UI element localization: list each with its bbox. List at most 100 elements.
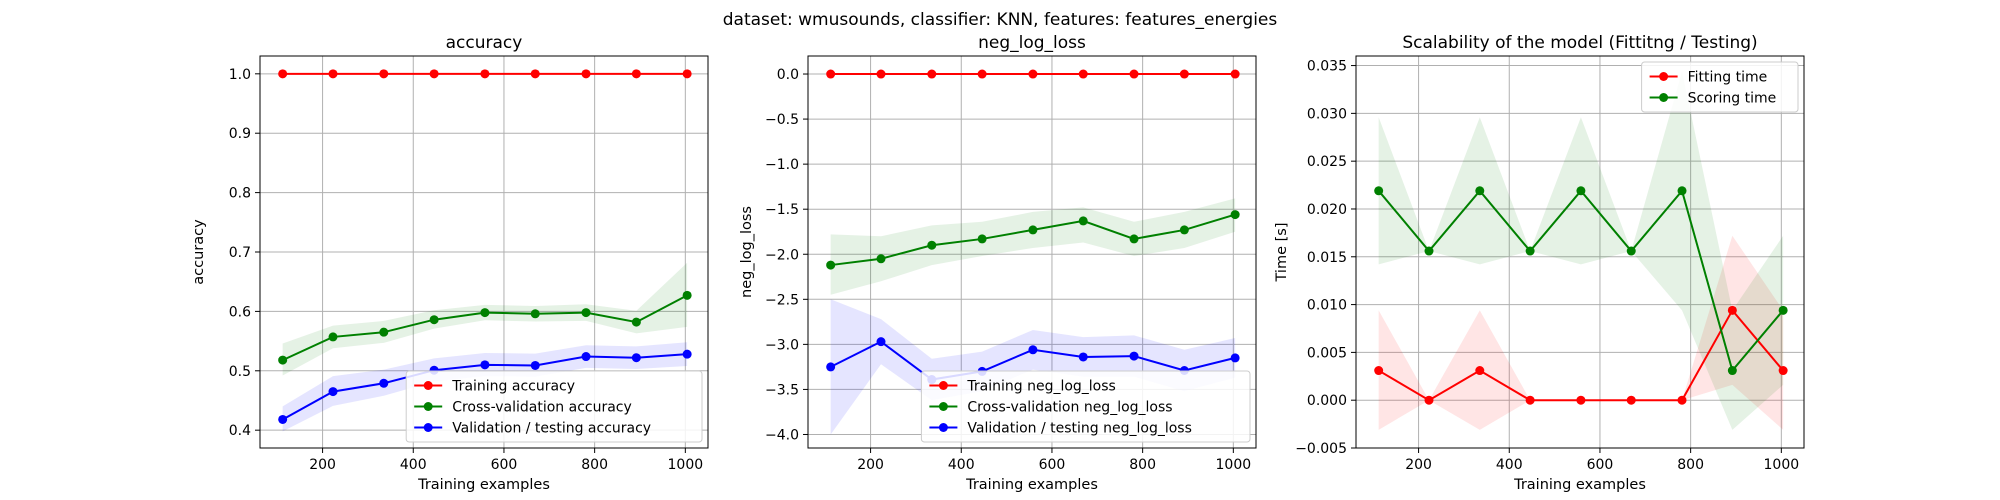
x-axis-label: Training examples: [417, 477, 550, 493]
series-3-point: [876, 337, 886, 347]
series-2-point: [826, 260, 836, 270]
x-tick-label: 400: [948, 457, 975, 473]
series-1-point: [1179, 69, 1189, 79]
y-axis-label: neg_log_loss: [739, 206, 755, 298]
y-tick-label: 0.025: [1307, 154, 1347, 170]
y-tick-label: 0.030: [1307, 106, 1347, 122]
y-tick-label: 0.010: [1307, 298, 1347, 314]
series-2-point: [328, 332, 338, 342]
series-2-point: [1179, 225, 1189, 235]
x-tick-label: 1000: [668, 457, 704, 473]
series-3-point: [530, 360, 540, 370]
x-tick-label: 800: [581, 457, 608, 473]
series-2-point: [1129, 234, 1139, 244]
series-1-point: [1078, 69, 1088, 79]
series-1-point: [1129, 69, 1139, 79]
series-2-point: [278, 355, 288, 365]
series-2-point: [977, 234, 987, 244]
series-1-point: [429, 69, 439, 79]
x-tick-label: 800: [1129, 457, 1156, 473]
x-tick-label: 400: [1496, 457, 1523, 473]
series-3-point: [480, 360, 490, 370]
legend-swatch-marker: [938, 402, 948, 411]
legend: Fitting time Scoring time: [1641, 61, 1799, 113]
series-1-point: [530, 69, 540, 79]
series-2-point: [1778, 305, 1788, 315]
series-2-point: [1727, 366, 1737, 376]
series-3-band: [282, 342, 688, 432]
y-tick-label: −3.5: [765, 382, 799, 398]
series-2-point: [1576, 186, 1586, 196]
series-2-band: [282, 262, 688, 376]
series-2-point: [379, 327, 389, 337]
legend-box: [1641, 61, 1799, 113]
legend-swatch-marker: [423, 381, 433, 390]
legend-swatch-marker: [1659, 72, 1669, 81]
x-tick-label: 600: [1039, 457, 1066, 473]
series-2-point: [1374, 186, 1384, 196]
y-tick-label: 0.8: [229, 186, 251, 202]
series-2-point: [1230, 210, 1240, 220]
series-3-point: [581, 352, 591, 362]
y-tick-label: −4.0: [765, 427, 799, 443]
series-1-point: [1374, 366, 1384, 376]
series-3-band: [830, 299, 1236, 435]
figure-suptitle: dataset: wmusounds, classifier: KNN, fea…: [723, 10, 1278, 30]
legend-swatch-marker: [423, 402, 433, 411]
legend: Training neg_log_loss Cross-validation ne…: [920, 370, 1251, 443]
series-1-point: [927, 69, 937, 79]
x-tick-label: 200: [857, 457, 884, 473]
chart-panel-2: 200 400 600 800 1000 −4.0 −3.5 −3.0 −2.5 −2.0 −1.5…: [739, 33, 1257, 493]
series-1-point: [278, 69, 288, 79]
series-3-point: [682, 349, 692, 359]
x-tick-label: 200: [309, 457, 336, 473]
legend-swatch-marker: [938, 423, 948, 432]
series-2-point: [1424, 246, 1434, 256]
y-tick-label: −3.0: [765, 337, 799, 353]
x-tick-label: 1000: [1216, 457, 1252, 473]
series-2-point: [530, 309, 540, 319]
series-1-point: [631, 69, 641, 79]
chart-title: accuracy: [446, 33, 523, 53]
legend-entry: Validation / testing neg_log_loss: [967, 421, 1192, 437]
y-tick-label: −1.5: [765, 202, 799, 218]
series-1-point: [1475, 366, 1485, 376]
chart-panel-3: 200 400 600 800 1000 −0.005 0.000 0.005 0.010 0.0…: [1274, 33, 1805, 493]
y-tick-label: −0.005: [1295, 441, 1347, 457]
legend-box: [920, 370, 1251, 443]
series-2-band: [830, 198, 1236, 295]
series-1-point: [379, 69, 389, 79]
legend-entry: Training neg_log_loss: [966, 379, 1115, 395]
series-1-point: [1727, 305, 1737, 315]
series-1-point: [1424, 395, 1434, 405]
series-3-point: [826, 362, 836, 372]
series-3-point: [278, 414, 288, 424]
series-3-point: [631, 353, 641, 363]
series-1-point: [826, 69, 836, 79]
legend-entry: Cross-validation accuracy: [452, 400, 632, 416]
series-1-point: [876, 69, 886, 79]
series-1-point: [1626, 395, 1636, 405]
series-2-point: [1677, 186, 1687, 196]
series-2-point: [876, 254, 886, 264]
x-tick-label: 1000: [1764, 457, 1800, 473]
series-1-point: [682, 69, 692, 79]
series-1-point: [581, 69, 591, 79]
series-3-point: [1230, 353, 1240, 363]
y-tick-label: 0.4: [229, 423, 251, 439]
x-tick-label: 600: [1587, 457, 1614, 473]
y-tick-label: −2.5: [765, 292, 799, 308]
y-tick-label: 0.000: [1307, 393, 1347, 409]
plot-frame: [1355, 55, 1805, 449]
chart-title: Scalability of the model (Fittitng / Tes…: [1402, 33, 1757, 53]
legend-swatch-marker: [938, 381, 948, 390]
plot-frame: [807, 55, 1257, 449]
y-tick-label: 0.020: [1307, 202, 1347, 218]
series-1-point: [977, 69, 987, 79]
y-tick-label: 0.0: [777, 67, 799, 83]
y-axis-label: accuracy: [191, 219, 207, 285]
x-axis-label: Training examples: [965, 477, 1098, 493]
x-tick-label: 400: [400, 457, 427, 473]
series-2-point: [581, 308, 591, 318]
legend-entry: Validation / testing accuracy: [452, 421, 651, 437]
